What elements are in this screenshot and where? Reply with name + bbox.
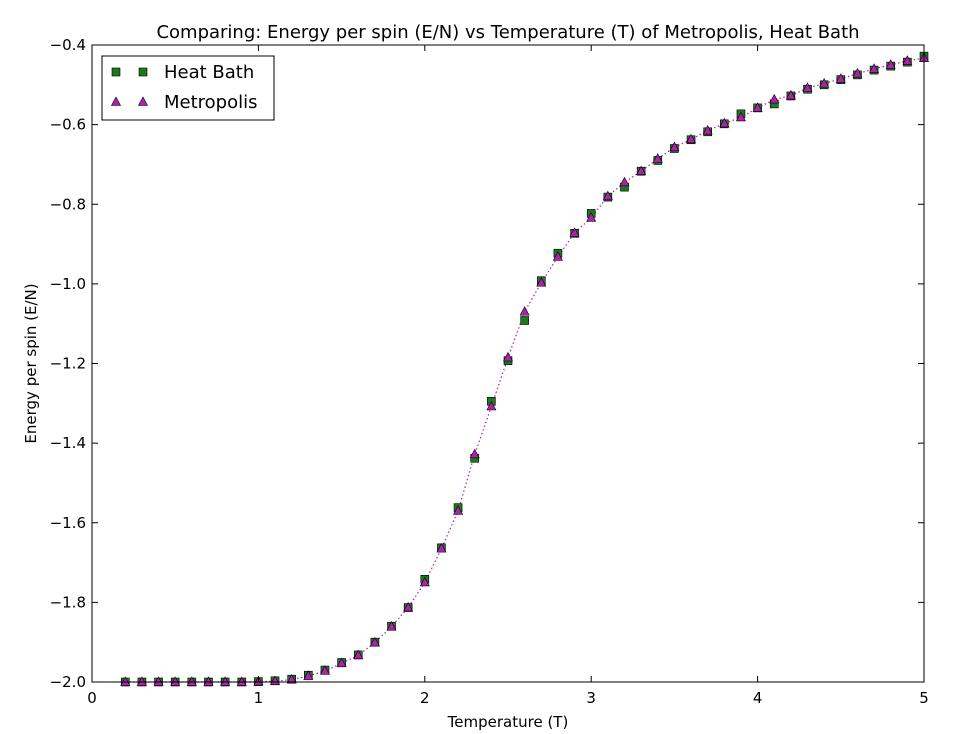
x-axis: 0 1 2 3 4 5: [87, 45, 929, 707]
data-point: [586, 212, 597, 222]
data-point: [602, 190, 613, 201]
series-line-1: [125, 57, 925, 683]
data-point: [519, 306, 530, 316]
data-point: [552, 251, 563, 261]
legend-marker: [138, 67, 148, 77]
y-tick-label: −1.6: [50, 514, 86, 532]
data-point: [486, 400, 497, 411]
data-point: [536, 277, 547, 287]
data-point: [652, 153, 663, 163]
y-tick-label: −1.2: [50, 355, 86, 373]
data-point: [802, 82, 813, 92]
data-point: [636, 165, 647, 176]
y-tick-label: −0.8: [50, 195, 86, 213]
data-point: [752, 102, 763, 112]
chart-title: Comparing: Energy per spin (E/N) vs Temp…: [156, 22, 859, 43]
data-point: [270, 675, 281, 686]
data-point: [469, 448, 480, 459]
data-point: [669, 141, 680, 152]
x-tick-label: 3: [586, 689, 596, 707]
data-point: [170, 676, 181, 686]
legend-box: [101, 55, 275, 121]
data-point: [503, 351, 513, 362]
data-point: [403, 601, 414, 612]
x-tick-label: 4: [753, 689, 763, 707]
y-tick-label: −0.6: [50, 116, 86, 134]
legend-marker: [111, 67, 121, 77]
data-point: [236, 676, 247, 686]
y-tick-label: −1.0: [50, 275, 86, 293]
data-point: [702, 124, 713, 135]
x-tick-label: 1: [254, 689, 264, 707]
data-point: [186, 676, 197, 686]
data-point: [303, 670, 314, 680]
x-tick-label: 0: [87, 689, 97, 707]
data-point: [835, 73, 846, 83]
data-point: [769, 93, 780, 104]
data-point: [369, 636, 380, 647]
data-point: [120, 676, 131, 686]
y-tick-label: −1.8: [50, 593, 86, 611]
data-point: [453, 505, 464, 515]
data-point: [785, 89, 796, 100]
x-tick-label: 2: [420, 689, 430, 707]
data-point: [569, 227, 580, 237]
data-point: [619, 176, 630, 187]
y-tick-label: −1.4: [50, 434, 86, 452]
legend-marker: [111, 96, 121, 106]
data-point: [819, 77, 830, 88]
data-point: [386, 621, 397, 631]
legend: Heat Bath Metropolis: [101, 55, 275, 121]
data-point: [436, 542, 447, 553]
data-point: [220, 676, 231, 686]
y-axis: −2.0 −1.8 −1.6 −1.4 −1.2 −1.0 −0.8 −0.6 −0.4: [50, 36, 924, 691]
y-tick-label: −0.4: [50, 36, 86, 54]
data-point: [686, 133, 697, 144]
data-point: [153, 676, 164, 686]
plot-area: [120, 51, 929, 687]
y-tick-label: −2.0: [50, 673, 86, 691]
data-point: [136, 676, 147, 686]
data-point: [319, 665, 330, 675]
data-point: [852, 68, 863, 78]
plot-frame: [91, 44, 925, 683]
data-point: [885, 59, 896, 69]
data-point: [419, 576, 430, 587]
data-point: [203, 676, 214, 686]
x-tick-label: 5: [919, 689, 929, 707]
x-axis-label: Temperature (T): [447, 713, 569, 731]
legend-label: Metropolis: [164, 92, 258, 113]
data-point: [902, 55, 913, 65]
legend-label: Heat Bath: [164, 62, 254, 83]
data-point: [353, 649, 364, 660]
data-point: [735, 111, 746, 122]
series-1: [120, 52, 929, 686]
data-point: [520, 316, 529, 325]
data-point: [869, 63, 880, 73]
series-0: [120, 51, 929, 687]
data-point: [719, 117, 730, 128]
y-axis-label: Energy per spin (E/N): [22, 283, 40, 443]
legend-marker: [138, 96, 148, 106]
data-point: [336, 657, 347, 668]
data-point: [286, 673, 297, 684]
